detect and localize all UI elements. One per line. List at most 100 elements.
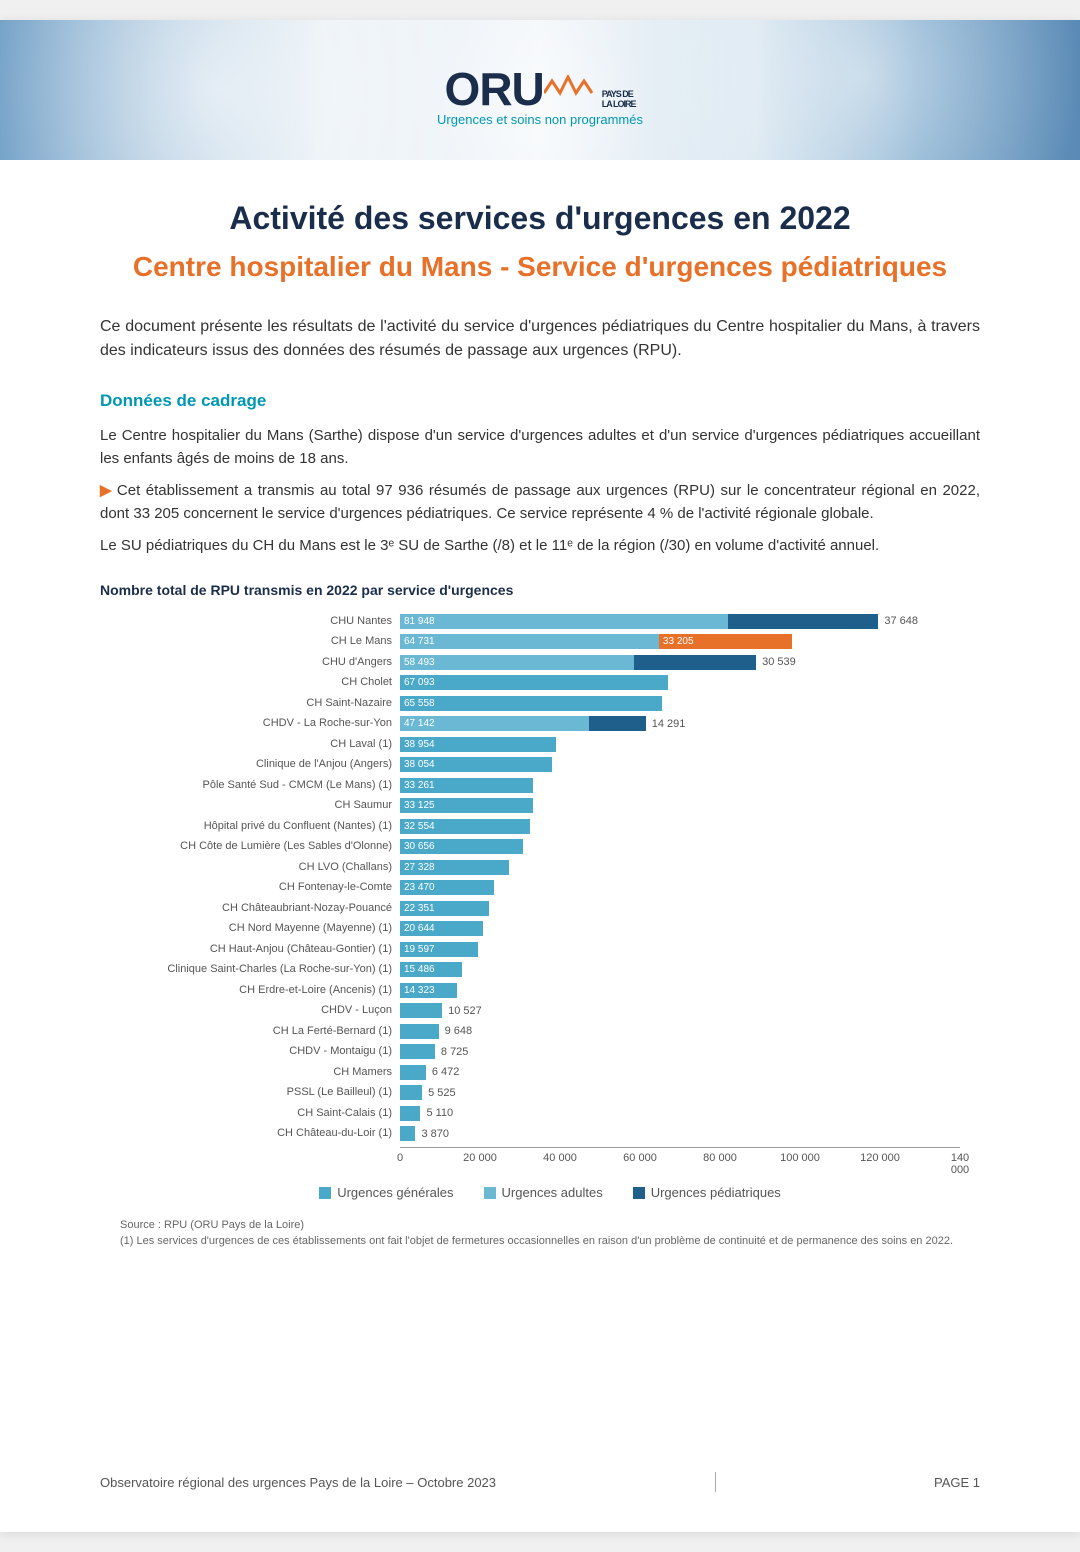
chart-row: CHU d'Angers58 493 30 539	[120, 653, 980, 672]
chart-row: CH Côte de Lumière (Les Sables d'Olonne)…	[120, 837, 980, 856]
legend-label: Urgences pédiatriques	[651, 1185, 781, 1200]
footer-page-number: PAGE 1	[934, 1475, 980, 1490]
bar-value-label: 30 539	[756, 656, 796, 668]
axis-tick: 40 000	[543, 1152, 577, 1164]
bar-segment-generales	[400, 1024, 439, 1039]
bar-segment-generales: 15 486	[400, 962, 462, 977]
bar-segment-generales: 33 261	[400, 778, 533, 793]
paragraph-2: ▶Cet établissement a transmis au total 9…	[100, 480, 980, 525]
bar-value-label: 5 525	[422, 1087, 456, 1099]
chart-row-label: CH Mamers	[120, 1067, 400, 1078]
chart-row-label: CH LVO (Challans)	[120, 862, 400, 873]
chart-row-label: CH Fontenay-le-Comte	[120, 882, 400, 893]
axis-tick: 120 000	[860, 1152, 900, 1164]
chart-row-label: CH Nord Mayenne (Mayenne) (1)	[120, 923, 400, 934]
chart-row: CH Saint-Nazaire65 558	[120, 694, 980, 713]
chart-row-label: CH La Ferté-Bernard (1)	[120, 1026, 400, 1037]
logo-zigzag-icon	[544, 54, 594, 108]
chart-row-label: CHU d'Angers	[120, 657, 400, 668]
bar-chart: CHU Nantes81 94837 648CH Le Mans64 73133…	[100, 612, 980, 1249]
bar-segment-generales: 38 054	[400, 757, 552, 772]
chart-row-label: CH Côte de Lumière (Les Sables d'Olonne)	[120, 841, 400, 852]
bar-segment-pediatriques	[634, 655, 756, 670]
intro-paragraph: Ce document présente les résultats de l'…	[100, 315, 980, 363]
header-banner: ORU PAYS DE LA LOIRE Urgences et soins n…	[0, 20, 1080, 160]
bar-segment-generales: 38 954	[400, 737, 556, 752]
document-page: ORU PAYS DE LA LOIRE Urgences et soins n…	[0, 20, 1080, 1532]
chart-row-label: CH Laval (1)	[120, 739, 400, 750]
bar-segment-generales: 33 125	[400, 798, 533, 813]
bar-segment-generales: 14 323	[400, 983, 457, 998]
chart-row: CH Laval (1)38 954	[120, 735, 980, 754]
bar-value-label: 6 472	[426, 1066, 460, 1078]
logo-tagline: Urgences et soins non programmés	[437, 112, 643, 127]
logo: ORU PAYS DE LA LOIRE Urgences et soins n…	[437, 54, 643, 127]
bar-segment-generales	[400, 1044, 435, 1059]
chart-row: PSSL (Le Bailleul) (1)5 525	[120, 1083, 980, 1102]
legend-swatch	[484, 1187, 496, 1199]
chart-row: CH Châteaubriant-Nozay-Pouancé22 351	[120, 899, 980, 918]
chart-row: CH Erdre-et-Loire (Ancenis) (1)14 323	[120, 981, 980, 1000]
axis-tick: 0	[397, 1152, 403, 1164]
chart-x-axis: 020 00040 00060 00080 000100 000120 0001…	[400, 1147, 960, 1167]
chart-row-label: CH Le Mans	[120, 636, 400, 647]
bar-segment-generales: 67 093	[400, 675, 668, 690]
bar-segment-generales: 20 644	[400, 921, 483, 936]
bar-value-label: 9 648	[439, 1025, 473, 1037]
chart-row: CH Fontenay-le-Comte23 470	[120, 878, 980, 897]
chart-row: CHDV - Luçon10 527	[120, 1001, 980, 1020]
chart-row: CH La Ferté-Bernard (1) 9 648	[120, 1022, 980, 1041]
chart-row-label: CH Erdre-et-Loire (Ancenis) (1)	[120, 985, 400, 996]
chart-row: CH Le Mans64 73133 205	[120, 632, 980, 651]
bar-segment-generales	[400, 1126, 415, 1141]
chart-row: CH Saumur33 125	[120, 796, 980, 815]
axis-tick: 20 000	[463, 1152, 497, 1164]
chart-row-label: CHDV - La Roche-sur-Yon	[120, 718, 400, 729]
bar-segment-generales: 32 554	[400, 819, 530, 834]
chart-row-label: CH Cholet	[120, 677, 400, 688]
chart-row-label: Clinique Saint-Charles (La Roche-sur-Yon…	[120, 964, 400, 975]
footer-left: Observatoire régional des urgences Pays …	[100, 1475, 496, 1490]
legend-label: Urgences adultes	[502, 1185, 603, 1200]
bar-segment-generales: 27 328	[400, 860, 509, 875]
bullet-icon: ▶	[100, 482, 113, 499]
bar-segment-adultes: 58 493	[400, 655, 634, 670]
bar-value-label: 5 110	[420, 1107, 453, 1119]
bar-value-label: 3 870	[415, 1128, 449, 1140]
chart-row-label: Hôpital privé du Confluent (Nantes) (1)	[120, 821, 400, 832]
chart-row: Clinique Saint-Charles (La Roche-sur-Yon…	[120, 960, 980, 979]
chart-row: CH Nord Mayenne (Mayenne) (1)20 644	[120, 919, 980, 938]
chart-row: CH Saint-Calais (1) 5 110	[120, 1104, 980, 1123]
bar-segment-generales	[400, 1106, 420, 1121]
bar-segment-generales: 23 470	[400, 880, 494, 895]
chart-row-label: Clinique de l'Anjou (Angers)	[120, 759, 400, 770]
page-subtitle: Centre hospitalier du Mans - Service d'u…	[100, 249, 980, 285]
chart-legend: Urgences générales Urgences adultes Urgenc…	[120, 1185, 980, 1200]
bar-segment-pediatriques	[728, 614, 879, 629]
chart-row: Clinique de l'Anjou (Angers)38 054	[120, 755, 980, 774]
bar-segment-generales: 22 351	[400, 901, 489, 916]
bar-segment-highlight: 33 205	[659, 634, 792, 649]
legend-swatch	[319, 1187, 331, 1199]
chart-row: CHU Nantes81 94837 648	[120, 612, 980, 631]
page-title: Activité des services d'urgences en 2022	[100, 200, 980, 237]
bar-segment-generales	[400, 1065, 426, 1080]
bar-segment-adultes: 47 142	[400, 716, 589, 731]
logo-text: ORU	[445, 62, 544, 116]
bar-segment-generales: 19 597	[400, 942, 478, 957]
axis-tick: 140 000	[951, 1152, 969, 1176]
chart-row: CH Cholet67 093	[120, 673, 980, 692]
axis-tick: 80 000	[703, 1152, 737, 1164]
chart-row-label: CH Saint-Nazaire	[120, 698, 400, 709]
chart-title: Nombre total de RPU transmis en 2022 par…	[100, 582, 980, 598]
chart-row-label: CH Saint-Calais (1)	[120, 1108, 400, 1119]
legend-item: Urgences adultes	[484, 1185, 603, 1200]
bar-segment-adultes: 64 731	[400, 634, 659, 649]
chart-row: Pôle Santé Sud - CMCM (Le Mans) (1)33 26…	[120, 776, 980, 795]
legend-swatch	[633, 1187, 645, 1199]
bar-segment-generales: 65 558	[400, 696, 662, 711]
content-body: Activité des services d'urgences en 2022…	[0, 160, 1080, 1249]
legend-label: Urgences générales	[337, 1185, 453, 1200]
chart-row: CHDV - Montaigu (1)8 725	[120, 1042, 980, 1061]
paragraph-1: Le Centre hospitalier du Mans (Sarthe) d…	[100, 425, 980, 470]
